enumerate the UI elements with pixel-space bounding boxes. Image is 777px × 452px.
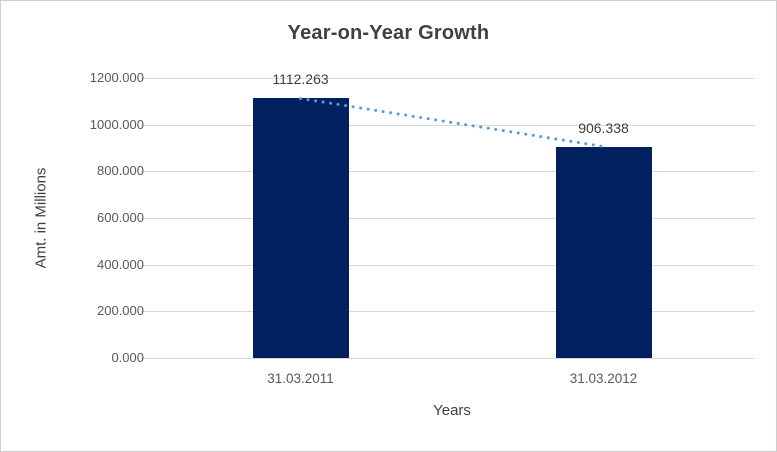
- y-axis-tick: [141, 171, 149, 173]
- y-axis-tick: [141, 78, 149, 79]
- data-label: 1112.263: [272, 71, 329, 88]
- gridline: [149, 264, 755, 266]
- y-axis-tick-label: 800.000: [97, 163, 144, 179]
- y-axis-tick-label: 0.000: [111, 350, 144, 365]
- gridline: [149, 358, 755, 359]
- data-label: 906.338: [578, 119, 629, 136]
- y-axis-tick: [141, 311, 149, 313]
- gridline: [149, 78, 755, 79]
- y-axis-tick-label: 1000.000: [89, 116, 144, 132]
- gridline: [149, 218, 755, 219]
- bar-31.03.2011: [252, 98, 349, 358]
- x-axis-tick-label: 31.03.2011: [267, 371, 334, 386]
- x-axis-title: Years: [433, 402, 471, 419]
- y-axis-tick: [141, 264, 149, 266]
- y-axis-tick-label: 400.000: [97, 256, 144, 272]
- y-axis-tick-label: 200.000: [97, 303, 144, 319]
- y-axis-tick-label: 1200.000: [89, 70, 144, 85]
- y-axis-tick: [141, 358, 149, 359]
- chart-title: Year-on-Year Growth: [287, 22, 490, 44]
- plot-area: [149, 78, 755, 359]
- bar-31.03.2012: [555, 146, 652, 358]
- y-axis-tick-label: 600.000: [97, 210, 144, 225]
- gridline: [149, 171, 755, 173]
- gridline: [149, 311, 755, 313]
- y-axis-tick: [141, 218, 149, 219]
- x-axis-tick-label: 31.03.2012: [569, 371, 638, 386]
- y-axis-tick: [141, 124, 149, 126]
